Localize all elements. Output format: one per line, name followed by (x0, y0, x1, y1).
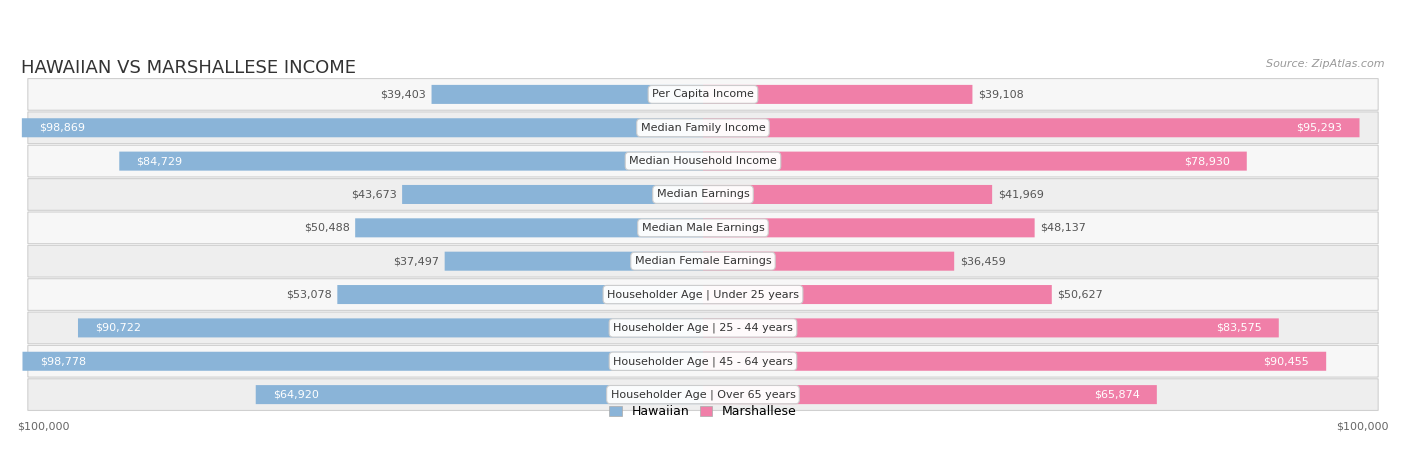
FancyBboxPatch shape (703, 185, 993, 204)
FancyBboxPatch shape (402, 185, 703, 204)
Text: Per Capita Income: Per Capita Income (652, 89, 754, 99)
FancyBboxPatch shape (256, 385, 703, 404)
FancyBboxPatch shape (28, 179, 1378, 210)
Text: $83,575: $83,575 (1216, 323, 1261, 333)
FancyBboxPatch shape (703, 85, 973, 104)
Text: $39,108: $39,108 (979, 89, 1024, 99)
Text: Median Family Income: Median Family Income (641, 123, 765, 133)
Text: $78,930: $78,930 (1184, 156, 1230, 166)
Text: Median Female Earnings: Median Female Earnings (634, 256, 772, 266)
FancyBboxPatch shape (703, 152, 1247, 170)
FancyBboxPatch shape (120, 152, 703, 170)
FancyBboxPatch shape (28, 312, 1378, 344)
Text: $98,869: $98,869 (39, 123, 86, 133)
Text: Householder Age | Over 65 years: Householder Age | Over 65 years (610, 389, 796, 400)
Text: HAWAIIAN VS MARSHALLESE INCOME: HAWAIIAN VS MARSHALLESE INCOME (21, 59, 356, 78)
FancyBboxPatch shape (77, 318, 703, 338)
Text: $36,459: $36,459 (960, 256, 1005, 266)
Text: $100,000: $100,000 (17, 421, 70, 432)
Text: $65,874: $65,874 (1094, 389, 1140, 400)
FancyBboxPatch shape (28, 346, 1378, 377)
FancyBboxPatch shape (703, 252, 955, 271)
Text: $90,455: $90,455 (1263, 356, 1309, 366)
Text: $41,969: $41,969 (998, 190, 1043, 199)
Text: Householder Age | Under 25 years: Householder Age | Under 25 years (607, 289, 799, 300)
FancyBboxPatch shape (22, 118, 703, 137)
Text: Median Household Income: Median Household Income (628, 156, 778, 166)
FancyBboxPatch shape (337, 285, 703, 304)
FancyBboxPatch shape (703, 285, 1052, 304)
FancyBboxPatch shape (703, 118, 1360, 137)
FancyBboxPatch shape (356, 218, 703, 237)
FancyBboxPatch shape (703, 352, 1326, 371)
FancyBboxPatch shape (28, 245, 1378, 277)
Text: Householder Age | 45 - 64 years: Householder Age | 45 - 64 years (613, 356, 793, 367)
Text: $43,673: $43,673 (352, 190, 396, 199)
Text: Source: ZipAtlas.com: Source: ZipAtlas.com (1267, 59, 1385, 70)
FancyBboxPatch shape (703, 318, 1279, 338)
Legend: Hawaiian, Marshallese: Hawaiian, Marshallese (605, 400, 801, 424)
Text: $48,137: $48,137 (1040, 223, 1085, 233)
FancyBboxPatch shape (28, 379, 1378, 410)
FancyBboxPatch shape (703, 218, 1035, 237)
Text: Median Male Earnings: Median Male Earnings (641, 223, 765, 233)
FancyBboxPatch shape (432, 85, 703, 104)
Text: $84,729: $84,729 (136, 156, 183, 166)
FancyBboxPatch shape (28, 112, 1378, 144)
FancyBboxPatch shape (703, 385, 1157, 404)
FancyBboxPatch shape (28, 78, 1378, 110)
Text: Householder Age | 25 - 44 years: Householder Age | 25 - 44 years (613, 323, 793, 333)
Text: $98,778: $98,778 (39, 356, 86, 366)
FancyBboxPatch shape (28, 145, 1378, 177)
Text: $53,078: $53,078 (285, 290, 332, 299)
Text: $90,722: $90,722 (96, 323, 141, 333)
FancyBboxPatch shape (28, 279, 1378, 311)
Text: $39,403: $39,403 (380, 89, 426, 99)
Text: $64,920: $64,920 (273, 389, 319, 400)
Text: $100,000: $100,000 (1336, 421, 1389, 432)
Text: $37,497: $37,497 (394, 256, 439, 266)
Text: Median Earnings: Median Earnings (657, 190, 749, 199)
Text: $50,488: $50,488 (304, 223, 350, 233)
FancyBboxPatch shape (28, 212, 1378, 244)
Text: $50,627: $50,627 (1057, 290, 1104, 299)
Text: $95,293: $95,293 (1296, 123, 1343, 133)
FancyBboxPatch shape (22, 352, 703, 371)
FancyBboxPatch shape (444, 252, 703, 271)
